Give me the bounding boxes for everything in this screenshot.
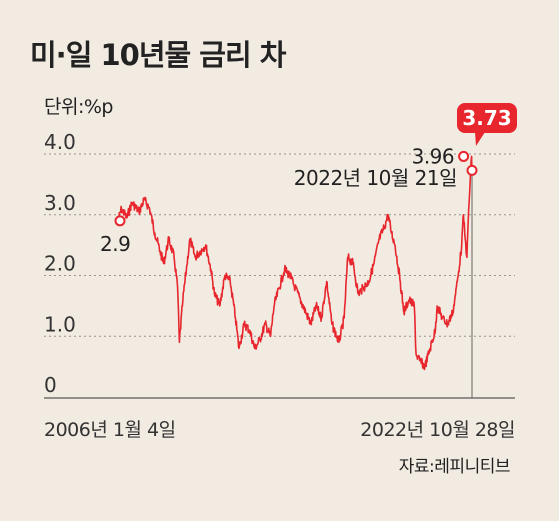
y-tick-label: 3.0: [44, 191, 76, 215]
y-tick-label: 4.0: [44, 130, 76, 154]
x-start-label: 2006년 1월 4일: [44, 419, 176, 441]
gridlines: [44, 153, 515, 337]
latest-point-marker: [466, 164, 478, 176]
peak-value-label: 3.96: [412, 144, 455, 168]
y-tick-label: 2.0: [44, 252, 76, 276]
source-label: 자료:레피니티브: [398, 457, 511, 477]
latest-value-badge: [457, 103, 517, 133]
start-value-label: 2.9: [100, 232, 130, 256]
unit-label: 단위:%p: [44, 96, 113, 118]
start-point-marker: [114, 215, 126, 227]
peak-point-marker: [458, 150, 470, 162]
series-layer: [117, 155, 473, 371]
badge-pointer: [475, 132, 485, 146]
x-end-label: 2022년 10월 28일: [360, 419, 515, 441]
series-line: [117, 155, 473, 371]
peak-date-label: 2022년 10월 21일: [294, 166, 457, 190]
y-tick-label: 0: [44, 373, 57, 397]
y-axis-ticks: 0 1.0 2.0 3.0 4.0: [44, 130, 76, 397]
latest-value-label: 3.73: [462, 106, 511, 130]
y-tick-label: 1.0: [44, 312, 76, 336]
chart-title: 미·일 10년물 금리 차: [30, 38, 286, 72]
